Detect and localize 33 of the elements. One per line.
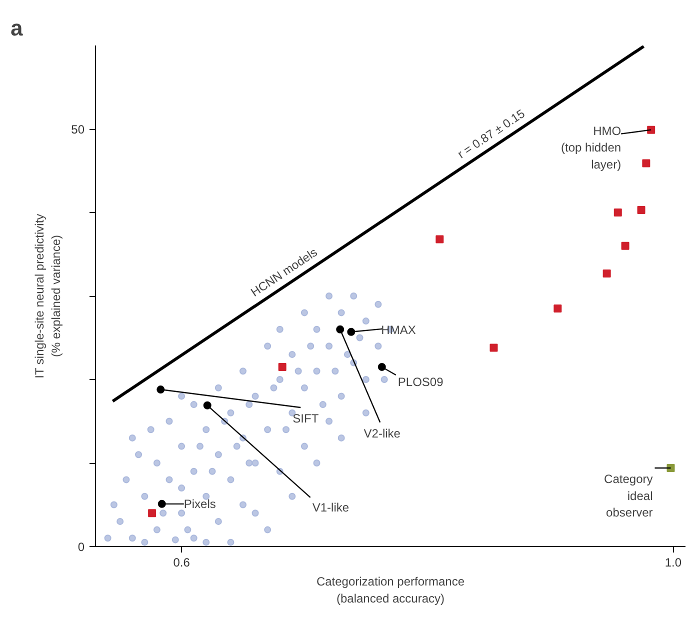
point <box>158 500 166 508</box>
point <box>156 386 165 394</box>
annotation: Category ideal observer <box>604 472 653 520</box>
annotation: V2-like <box>364 426 401 440</box>
annotation: V1-like <box>312 500 350 514</box>
point <box>336 325 344 334</box>
y-tick-label: 0 <box>78 540 85 554</box>
annotation: r = 0.87 ± 0.15 <box>454 106 528 162</box>
point <box>637 206 646 214</box>
point <box>602 269 611 278</box>
point <box>642 159 650 168</box>
annotation: HMO (top hidden layer) <box>561 124 622 172</box>
point <box>554 304 562 313</box>
point <box>614 208 622 216</box>
annotation: HMAX <box>381 322 416 337</box>
point <box>148 509 156 518</box>
y-tick-label: 50 <box>71 122 85 136</box>
y-axis-title: IT single-site neural predictivity (% explained variance) <box>32 214 64 378</box>
point <box>490 344 498 352</box>
text: a <box>10 16 24 40</box>
annotation: Pixels <box>184 496 216 511</box>
x-tick-label: 0.6 <box>173 556 190 570</box>
point <box>621 242 630 250</box>
annotation: PLOS09 <box>398 374 444 389</box>
point <box>278 362 286 371</box>
point <box>666 464 675 472</box>
annotation: SIFT <box>292 412 320 426</box>
x-tick-label: 1.0 <box>664 556 682 570</box>
point <box>203 401 212 410</box>
point <box>647 126 656 134</box>
point <box>378 362 386 371</box>
x-axis-title: Categorization performance (balanced accuracy) <box>316 574 465 606</box>
point <box>436 235 444 244</box>
